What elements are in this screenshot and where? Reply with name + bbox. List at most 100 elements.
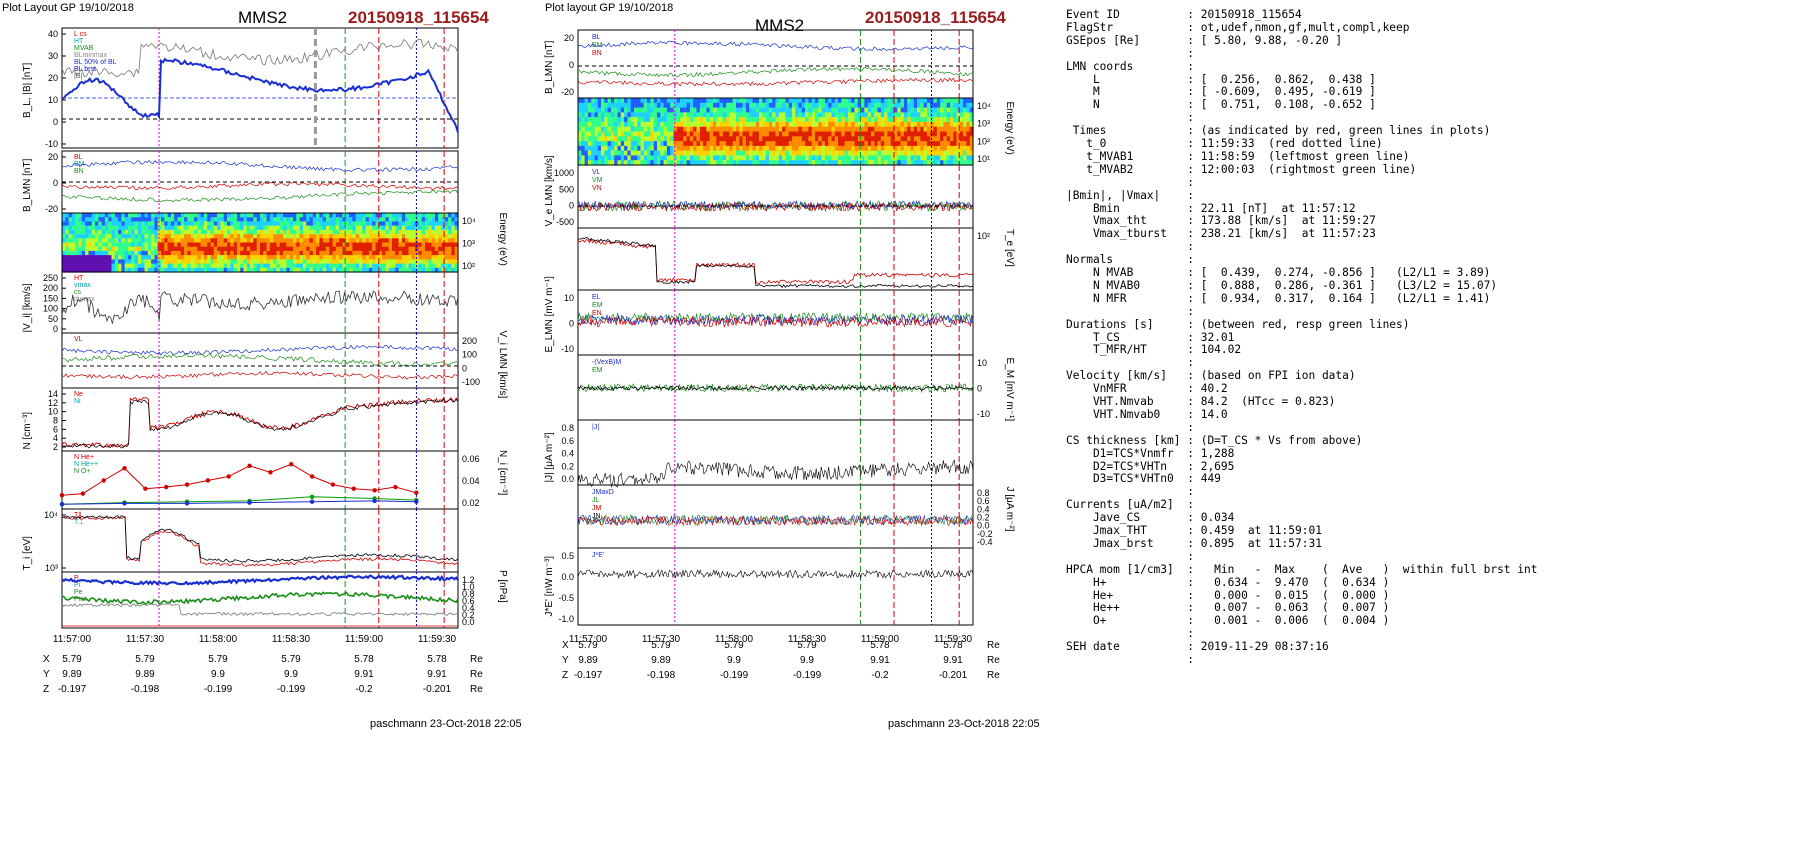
spectrogram-cell	[818, 150, 823, 156]
y-tick-label: 0	[569, 319, 574, 329]
spectrogram-cell	[867, 98, 872, 104]
spectrogram-cell	[421, 238, 426, 244]
spectrogram-cell	[851, 131, 856, 137]
spectrogram-cell	[382, 229, 386, 235]
spectrogram-cell	[861, 155, 865, 161]
spectrogram-cell	[637, 98, 642, 104]
spectrogram-cell	[591, 117, 596, 123]
spectrogram-cell	[431, 242, 436, 248]
spectrogram-cell	[372, 246, 377, 252]
spectrogram-cell	[887, 155, 892, 161]
spectrogram-cell	[101, 234, 106, 239]
spectrogram-cell	[256, 263, 261, 269]
spectrogram-cell	[782, 98, 786, 104]
spectrogram-cell	[184, 225, 188, 231]
spectrogram-cell	[65, 221, 70, 227]
spectrogram-cell	[795, 131, 800, 137]
spectrogram-cell	[637, 121, 642, 128]
spectrogram-cell	[134, 234, 139, 239]
spectrogram-cell	[851, 136, 856, 142]
spectrogram-cell	[131, 263, 136, 269]
spectrogram-cell	[213, 255, 218, 260]
spectrogram-cell	[811, 155, 816, 161]
spectrogram-cell	[388, 250, 393, 256]
spectrogram-cell	[365, 229, 370, 235]
spectrogram-cell	[643, 121, 648, 128]
spectrogram-cell	[815, 160, 819, 166]
spectrogram-cell	[634, 155, 638, 161]
spectrogram-cell	[408, 238, 413, 244]
spectrogram-cell	[854, 98, 859, 104]
info-line: :	[1066, 175, 1194, 189]
spectrogram-cell	[388, 242, 393, 248]
spectrogram-cell	[788, 155, 793, 161]
spectrogram-cell	[699, 112, 704, 118]
spectrogram-cell	[930, 117, 935, 123]
spectrogram-cell	[306, 263, 311, 269]
spectrogram-cell	[587, 117, 592, 123]
spectrogram-cell	[309, 234, 314, 239]
spectrogram-cell	[811, 126, 816, 133]
spectrogram-cell	[434, 263, 439, 269]
spectrogram-cell	[640, 150, 645, 156]
spectrogram-cell	[722, 136, 727, 142]
coord-value: 5.78	[870, 640, 890, 651]
spectrogram-cell	[104, 217, 109, 222]
spectrogram-cell	[273, 238, 278, 244]
spectrogram-cell	[578, 141, 582, 147]
spectrogram-cell	[233, 217, 238, 222]
spectrogram-cell	[392, 221, 396, 227]
spectrogram-cell	[352, 234, 357, 239]
spectrogram-cell	[342, 225, 347, 231]
spectrogram-cell	[382, 213, 386, 218]
spectrogram-cell	[604, 145, 609, 152]
y-tick-label-right: 0.4	[462, 603, 475, 613]
spectrogram-cell	[75, 234, 80, 239]
spectrogram-cell	[726, 141, 730, 147]
spectrogram-cell	[923, 141, 928, 147]
spectrogram-cell	[415, 263, 419, 269]
spectrogram-cell	[134, 217, 139, 222]
spectrogram-cell	[114, 246, 119, 252]
spectrogram-cell	[392, 213, 396, 218]
spectrogram-cell	[680, 136, 684, 142]
spectrogram-cell	[867, 126, 872, 133]
spectrogram-cell	[101, 221, 106, 227]
spectrogram-cell	[365, 255, 370, 260]
spectrogram-cell	[861, 145, 865, 152]
spectrogram-cell	[134, 225, 139, 231]
spectrogram-cell	[880, 107, 885, 113]
spectrogram-cell	[630, 150, 635, 156]
spectrogram-cell	[894, 150, 898, 156]
spectrogram-cell	[332, 225, 337, 231]
spectrogram-cell	[293, 213, 297, 218]
coord-value: -0.199	[720, 670, 749, 681]
spectrogram-cell	[121, 255, 126, 260]
spectrogram-cell	[147, 234, 152, 239]
spectrogram-cell	[425, 225, 429, 231]
spectrogram-cell	[601, 98, 605, 104]
spectrogram-cell	[680, 141, 684, 147]
spectrogram-cell	[180, 229, 185, 235]
spectrogram-cell	[372, 255, 377, 260]
spectrogram-cell	[210, 225, 215, 231]
spectrogram-cell	[217, 217, 221, 222]
spectrogram-cell	[732, 141, 737, 147]
spectrogram-cell	[114, 242, 119, 248]
spectrogram-cell	[147, 250, 152, 256]
spectrogram-cell	[345, 267, 350, 273]
spectrogram-cell	[587, 131, 592, 137]
spectrogram-cell	[187, 221, 192, 227]
spectrogram-cell	[663, 112, 668, 118]
spectrogram-cell	[956, 136, 961, 142]
spectrogram-cell	[118, 246, 122, 252]
spectrogram-cell	[276, 259, 281, 265]
spectrogram-cell	[808, 102, 813, 109]
spectrogram-cell	[253, 263, 258, 269]
spectrogram-cell	[408, 234, 413, 239]
spectrogram-cell	[620, 112, 625, 118]
spectrogram-cell	[673, 107, 678, 113]
spectrogram-cell	[713, 112, 717, 118]
spectrogram-cell	[841, 126, 846, 133]
y-tick-label-right: 0.0	[977, 521, 990, 531]
